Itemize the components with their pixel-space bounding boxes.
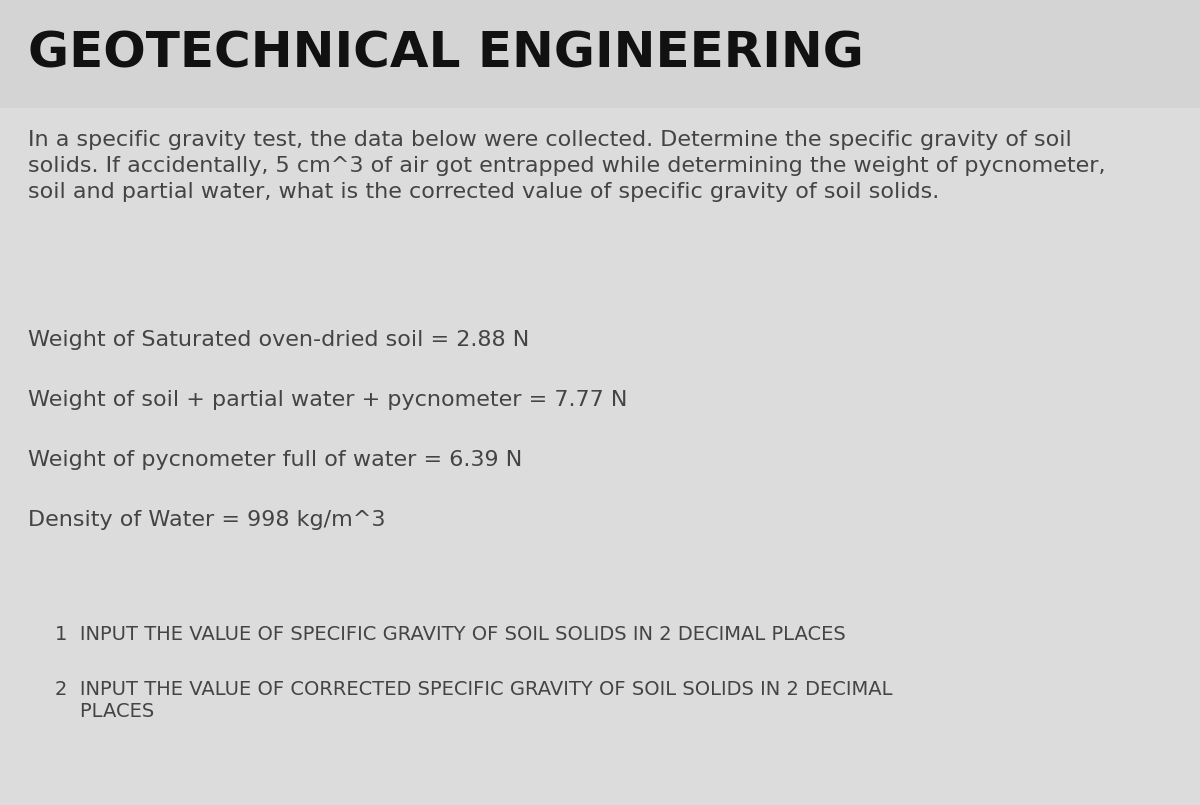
Text: 1  INPUT THE VALUE OF SPECIFIC GRAVITY OF SOIL SOLIDS IN 2 DECIMAL PLACES: 1 INPUT THE VALUE OF SPECIFIC GRAVITY OF…: [55, 625, 846, 644]
Text: In a specific gravity test, the data below were collected. Determine the specifi: In a specific gravity test, the data bel…: [28, 130, 1072, 150]
Text: GEOTECHNICAL ENGINEERING: GEOTECHNICAL ENGINEERING: [28, 30, 864, 78]
Text: Weight of pycnometer full of water = 6.39 N: Weight of pycnometer full of water = 6.3…: [28, 450, 522, 470]
Bar: [0, 0, 1200, 108]
Text: soil and partial water, what is the corrected value of specific gravity of soil : soil and partial water, what is the corr…: [28, 182, 940, 202]
Text: PLACES: PLACES: [55, 702, 155, 721]
Text: 2  INPUT THE VALUE OF CORRECTED SPECIFIC GRAVITY OF SOIL SOLIDS IN 2 DECIMAL: 2 INPUT THE VALUE OF CORRECTED SPECIFIC …: [55, 680, 893, 699]
Text: Density of Water = 998 kg/m^3: Density of Water = 998 kg/m^3: [28, 510, 385, 530]
Text: Weight of soil + partial water + pycnometer = 7.77 N: Weight of soil + partial water + pycnome…: [28, 390, 628, 410]
Text: Weight of Saturated oven-dried soil = 2.88 N: Weight of Saturated oven-dried soil = 2.…: [28, 330, 529, 350]
Text: solids. If accidentally, 5 cm^3 of air got entrapped while determining the weigh: solids. If accidentally, 5 cm^3 of air g…: [28, 156, 1105, 176]
